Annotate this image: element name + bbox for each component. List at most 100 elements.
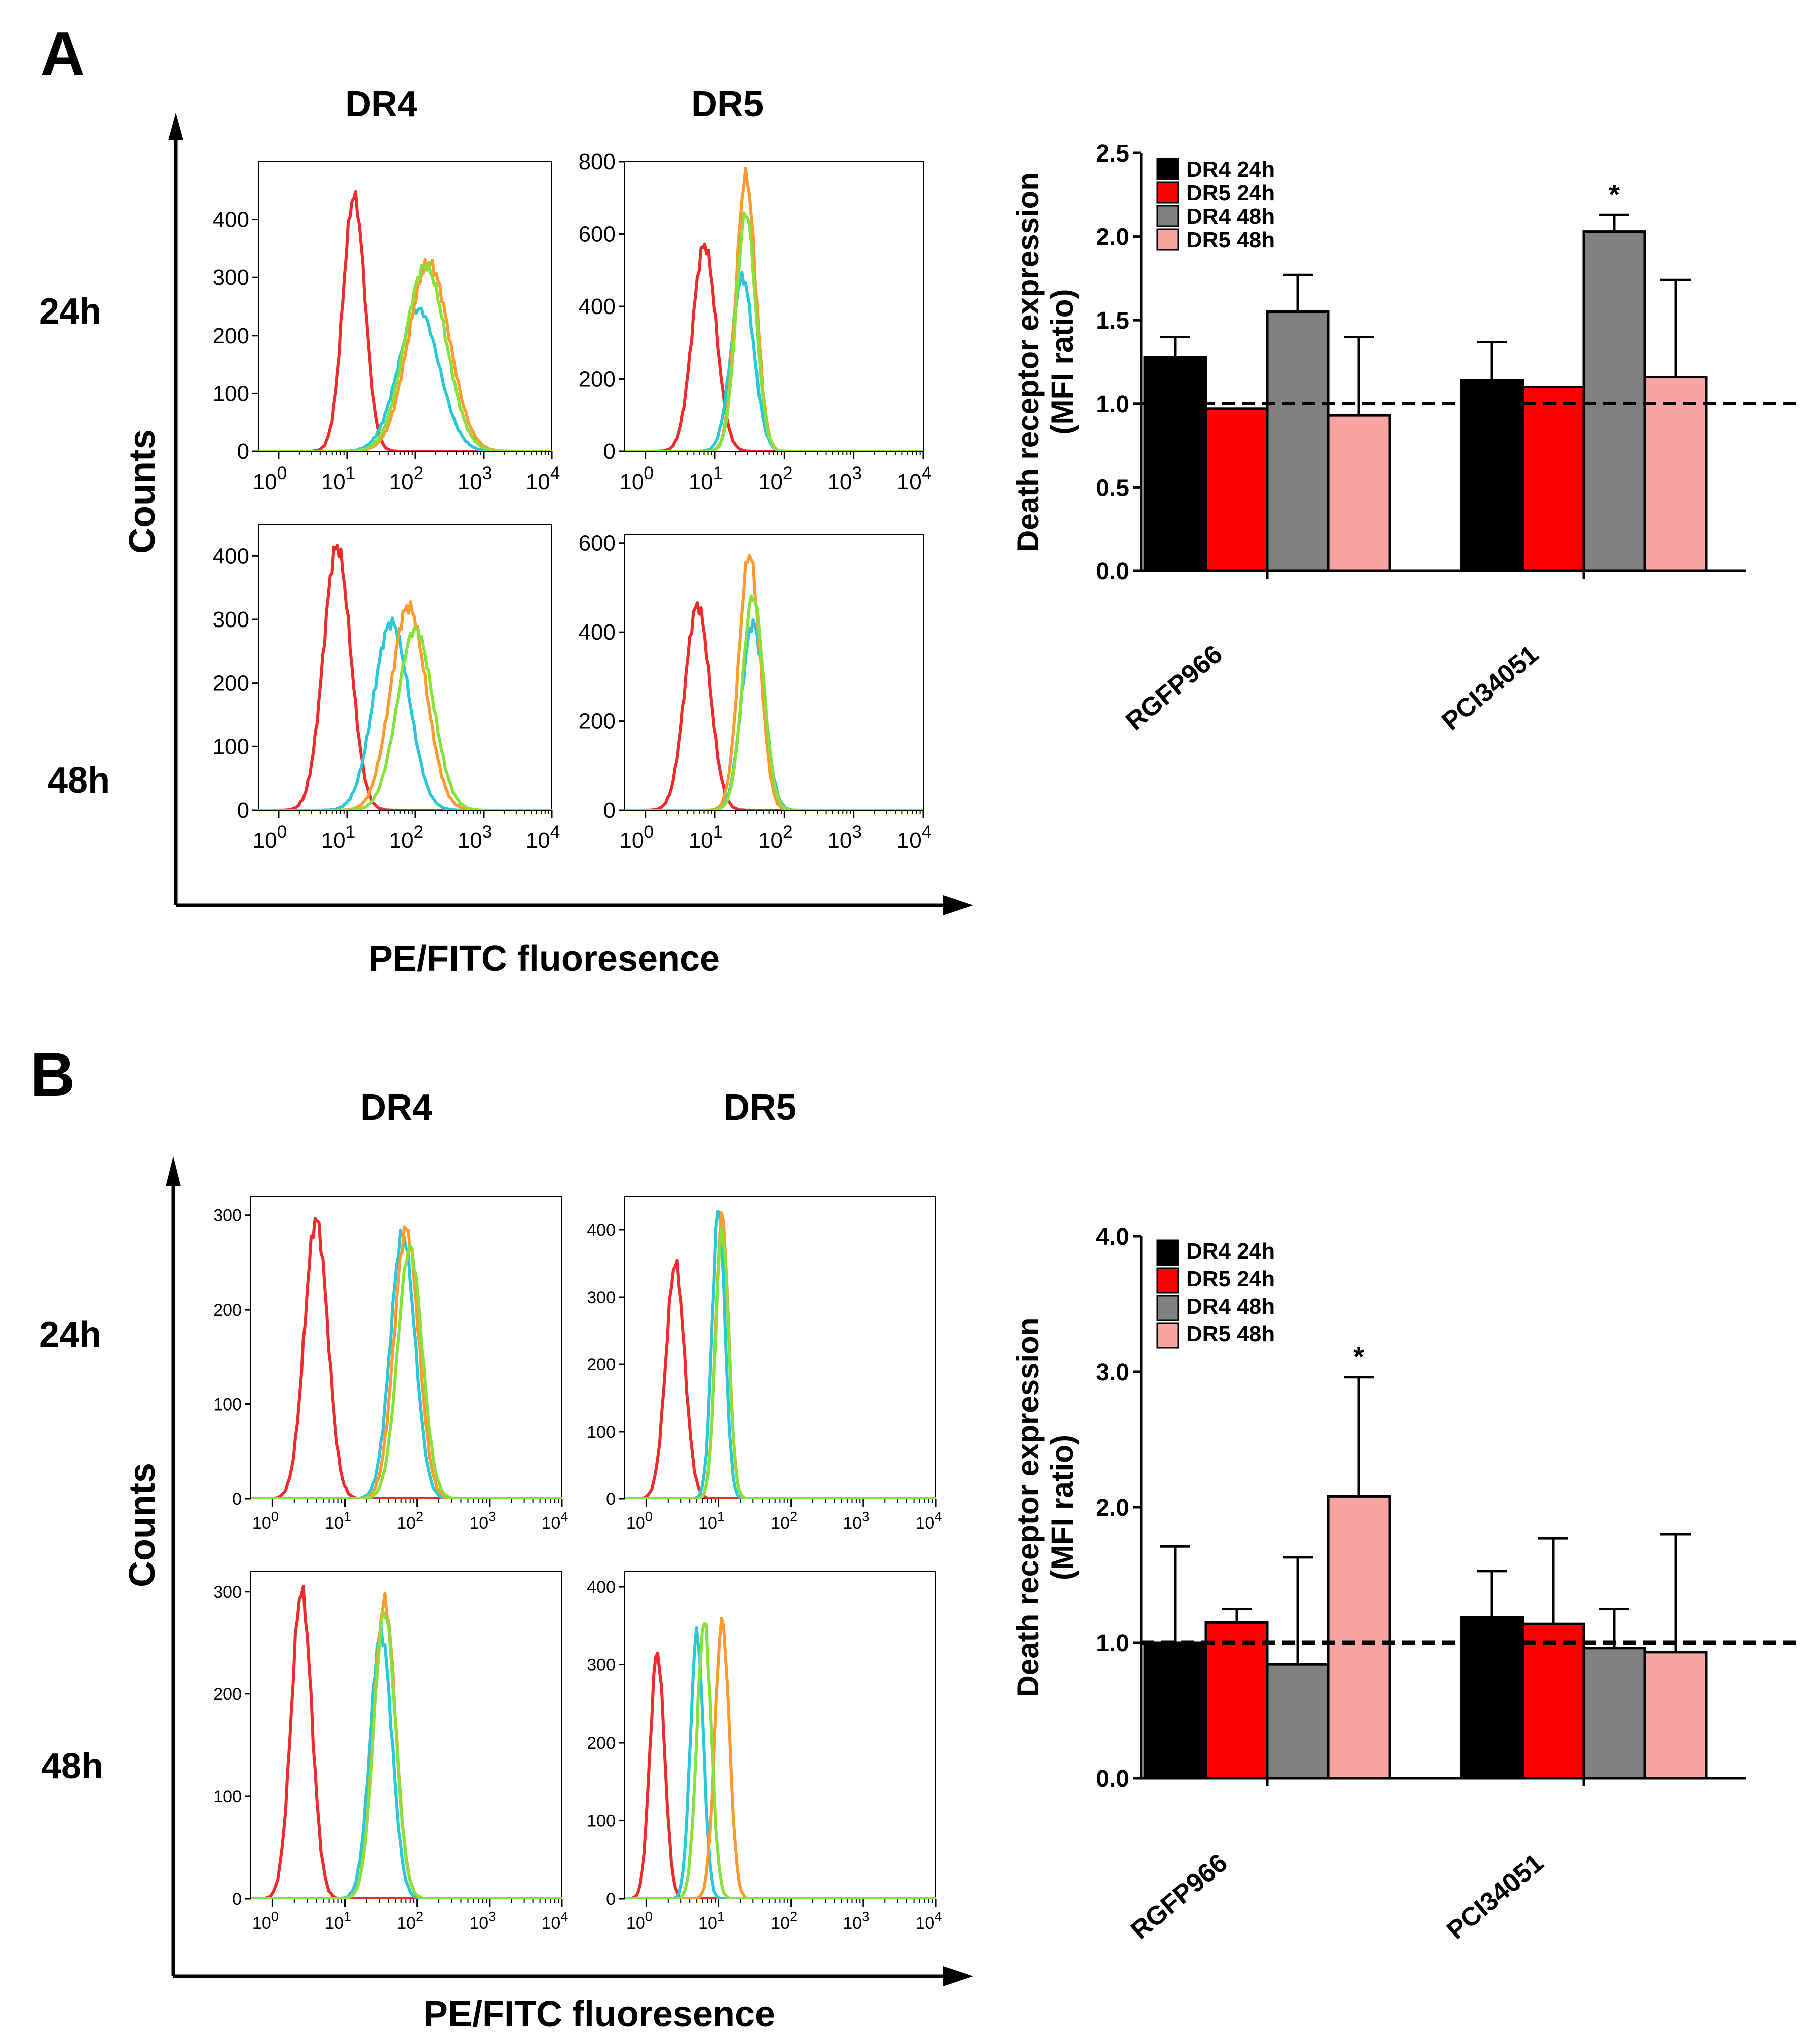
y-axis-arrowhead-a [168,113,183,140]
significance-star: * [1353,1341,1364,1372]
bar-dr4-48h-rgfp966 [1266,1663,1330,1780]
x-tick-base: 10 [469,1914,488,1933]
legend-label: DR5 48h [1186,1322,1275,1346]
x-tick-label: 102 [771,1909,797,1933]
y-tick-label: 0 [606,1890,616,1909]
category-label: PCI34051 [1436,640,1544,736]
y-tick-label: 200 [587,1734,616,1753]
x-tick-exponent: 0 [271,1909,279,1924]
x-tick-exponent: 2 [414,463,424,483]
x-tick-base: 10 [771,1514,790,1533]
plot-frame [624,1196,936,1499]
legend-label: DR4 48h [1186,204,1275,229]
y-tick-label: 100 [213,1787,242,1806]
col-title-a-dr5: DR5 [691,84,764,124]
y-tick-label: 400 [587,1221,616,1240]
trace-green [251,1610,562,1899]
bar-y-tick-label: 1.0 [1096,391,1129,418]
bar-dr5-48h-rgfp966 [1327,414,1391,572]
x-tick-label: 103 [827,822,862,853]
y-tick-label: 0 [232,1890,242,1909]
bar-dr4-24h-rgfp966 [1143,356,1207,572]
x-tick-exponent: 2 [416,1509,423,1524]
x-tick-base: 10 [698,1514,717,1533]
y-tick-label: 200 [213,1301,242,1320]
x-tick-exponent: 0 [645,1909,653,1924]
bar-dr5-24h-rgfp966 [1204,407,1269,572]
x-tick-label: 100 [252,1909,279,1933]
x-tick-label: 102 [758,822,793,853]
x-tick-label: 103 [469,1909,496,1933]
x-tick-base: 10 [897,469,922,494]
y-tick-label: 200 [579,709,616,734]
bar-chart-A-bar: 0.0 0.5 1.0 1.5 2.0 2.5 RGFP966 PCI34051 Death r… [1011,140,1801,736]
legend-label: DR4 24h [1186,1239,1275,1264]
y-tick-label: 200 [213,671,249,696]
y-axis-title-a: Counts [122,429,163,554]
trace-green [258,261,552,451]
y-tick-label: 0 [237,439,249,464]
y-axis-arrowhead-b [166,1156,181,1186]
y-tick-label: 300 [213,1206,242,1225]
legend-swatch [1156,1295,1179,1321]
x-tick-exponent: 0 [271,1509,279,1524]
bar-dr5-24h-pci34051 [1521,1622,1585,1780]
x-tick-base: 10 [325,1514,344,1533]
y-tick-label: 400 [579,294,616,319]
y-tick-label: 400 [213,208,249,232]
y-axis-title-b: Counts [122,1463,163,1587]
x-tick-base: 10 [526,469,550,494]
x-tick-exponent: 2 [416,1909,423,1924]
y-tick-label: 200 [213,324,249,348]
category-label: RGFP966 [1120,640,1228,736]
bar-y-tick-label: 2.5 [1096,140,1129,167]
trace-green [251,1244,562,1499]
y-tick-label: 0 [603,439,616,464]
x-tick-base: 10 [397,1514,416,1533]
x-axis-title-a: PE/FITC fluoresence [369,938,720,979]
x-tick-label: 104 [897,463,932,494]
x-tick-label: 102 [389,463,424,494]
legend-swatch [1156,158,1179,180]
x-tick-base: 10 [542,1514,561,1533]
bar-dr5-24h-rgfp966 [1204,1621,1269,1780]
x-tick-label: 103 [469,1509,496,1533]
trace-green [625,594,923,810]
x-tick-label: 104 [542,1509,568,1533]
x-tick-exponent: 4 [560,1509,568,1524]
x-tick-exponent: 3 [852,822,862,842]
x-tick-label: 104 [526,463,560,494]
x-tick-label: 104 [897,822,932,853]
x-tick-base: 10 [689,469,713,494]
x-tick-label: 101 [689,463,723,494]
trace-control [625,242,923,451]
x-tick-label: 102 [397,1509,423,1533]
bar-dr5-24h-pci34051 [1521,385,1585,572]
x-tick-exponent: 1 [344,1509,351,1524]
x-tick-base: 10 [397,1914,416,1933]
trace-control [251,1216,562,1499]
x-tick-label: 102 [389,822,424,853]
row-label-b-48h: 48h [41,1746,103,1786]
y-tick-label: 0 [603,798,616,823]
x-tick-label: 102 [758,463,793,494]
y-tick-label: 100 [587,1423,616,1442]
trace-control [625,1651,936,1899]
col-title-b-dr5: DR5 [724,1087,796,1128]
x-tick-exponent: 3 [852,463,862,483]
x-tick-exponent: 4 [560,1909,568,1924]
bar-y-tick-label: 1.5 [1096,307,1129,334]
x-tick-label: 104 [526,822,560,853]
x-tick-exponent: 3 [488,1909,496,1924]
x-tick-exponent: 4 [550,463,560,483]
y-tick-label: 100 [213,381,249,406]
x-tick-exponent: 3 [482,822,492,842]
x-tick-base: 10 [253,469,277,494]
x-tick-label: 103 [843,1909,869,1933]
bar-dr4-48h-pci34051 [1582,230,1646,572]
legend-label: DR5 48h [1186,228,1275,252]
